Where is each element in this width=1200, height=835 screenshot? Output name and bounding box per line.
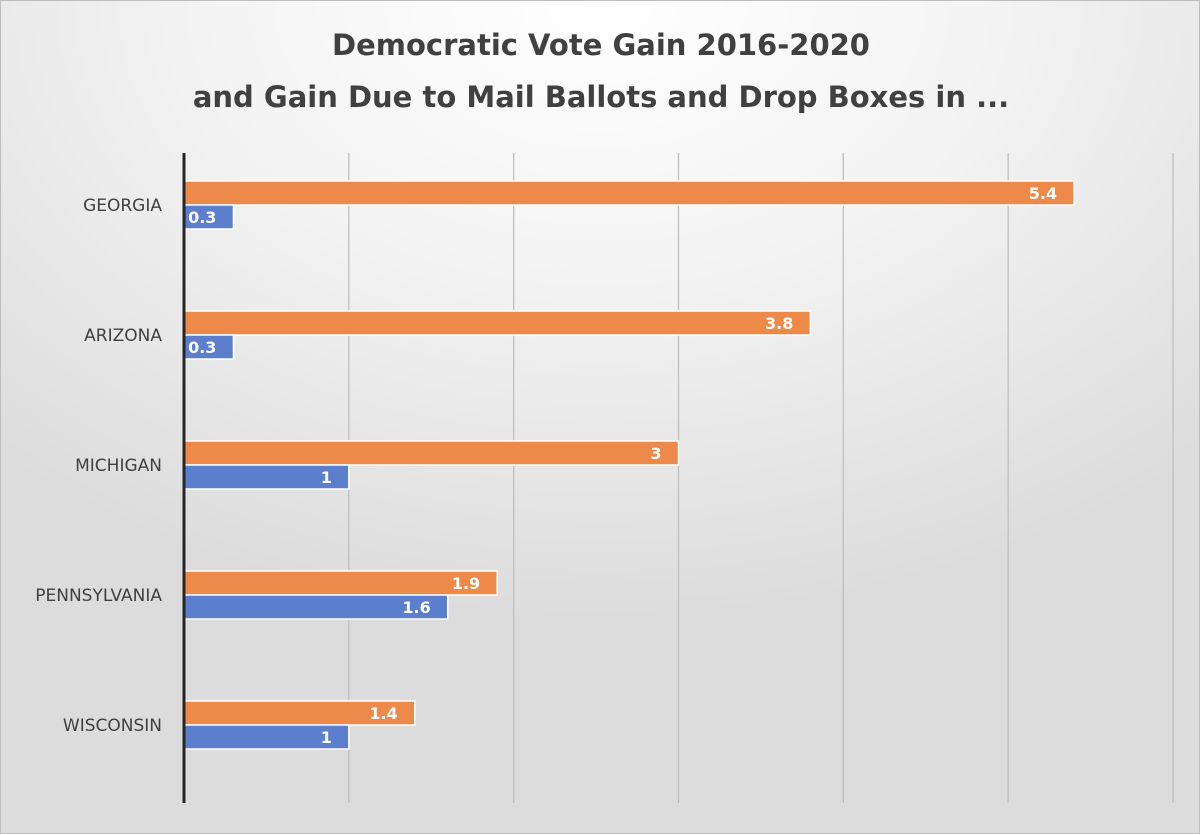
data-label: 3.8 xyxy=(765,314,793,333)
bar xyxy=(183,464,350,490)
bar xyxy=(183,724,350,750)
data-label: 3 xyxy=(650,444,661,463)
chart-title: Democratic Vote Gain 2016-2020 xyxy=(332,28,870,62)
bar xyxy=(183,334,235,360)
data-label: 1.9 xyxy=(452,574,480,593)
data-label: 1.4 xyxy=(369,704,397,723)
bar xyxy=(183,570,498,596)
data-label: 1 xyxy=(321,468,332,487)
bar xyxy=(183,594,449,620)
category-label: PENNSYLVANIA xyxy=(35,586,162,606)
category-label: ARIZONA xyxy=(84,326,162,346)
data-label: 1 xyxy=(321,728,332,747)
bar xyxy=(183,180,1075,206)
bar xyxy=(183,440,680,466)
chart-subtitle: and Gain Due to Mail Ballots and Drop Bo… xyxy=(192,80,1010,114)
data-label: 5.4 xyxy=(1029,184,1057,203)
bar xyxy=(183,204,235,230)
data-label: 0.3 xyxy=(188,338,216,357)
data-label: 1.6 xyxy=(402,598,430,617)
bar xyxy=(183,310,812,336)
data-label: 0.3 xyxy=(188,208,216,227)
category-label: MICHIGAN xyxy=(75,456,162,476)
category-label: GEORGIA xyxy=(83,196,162,216)
category-label: WISCONSIN xyxy=(63,716,162,736)
